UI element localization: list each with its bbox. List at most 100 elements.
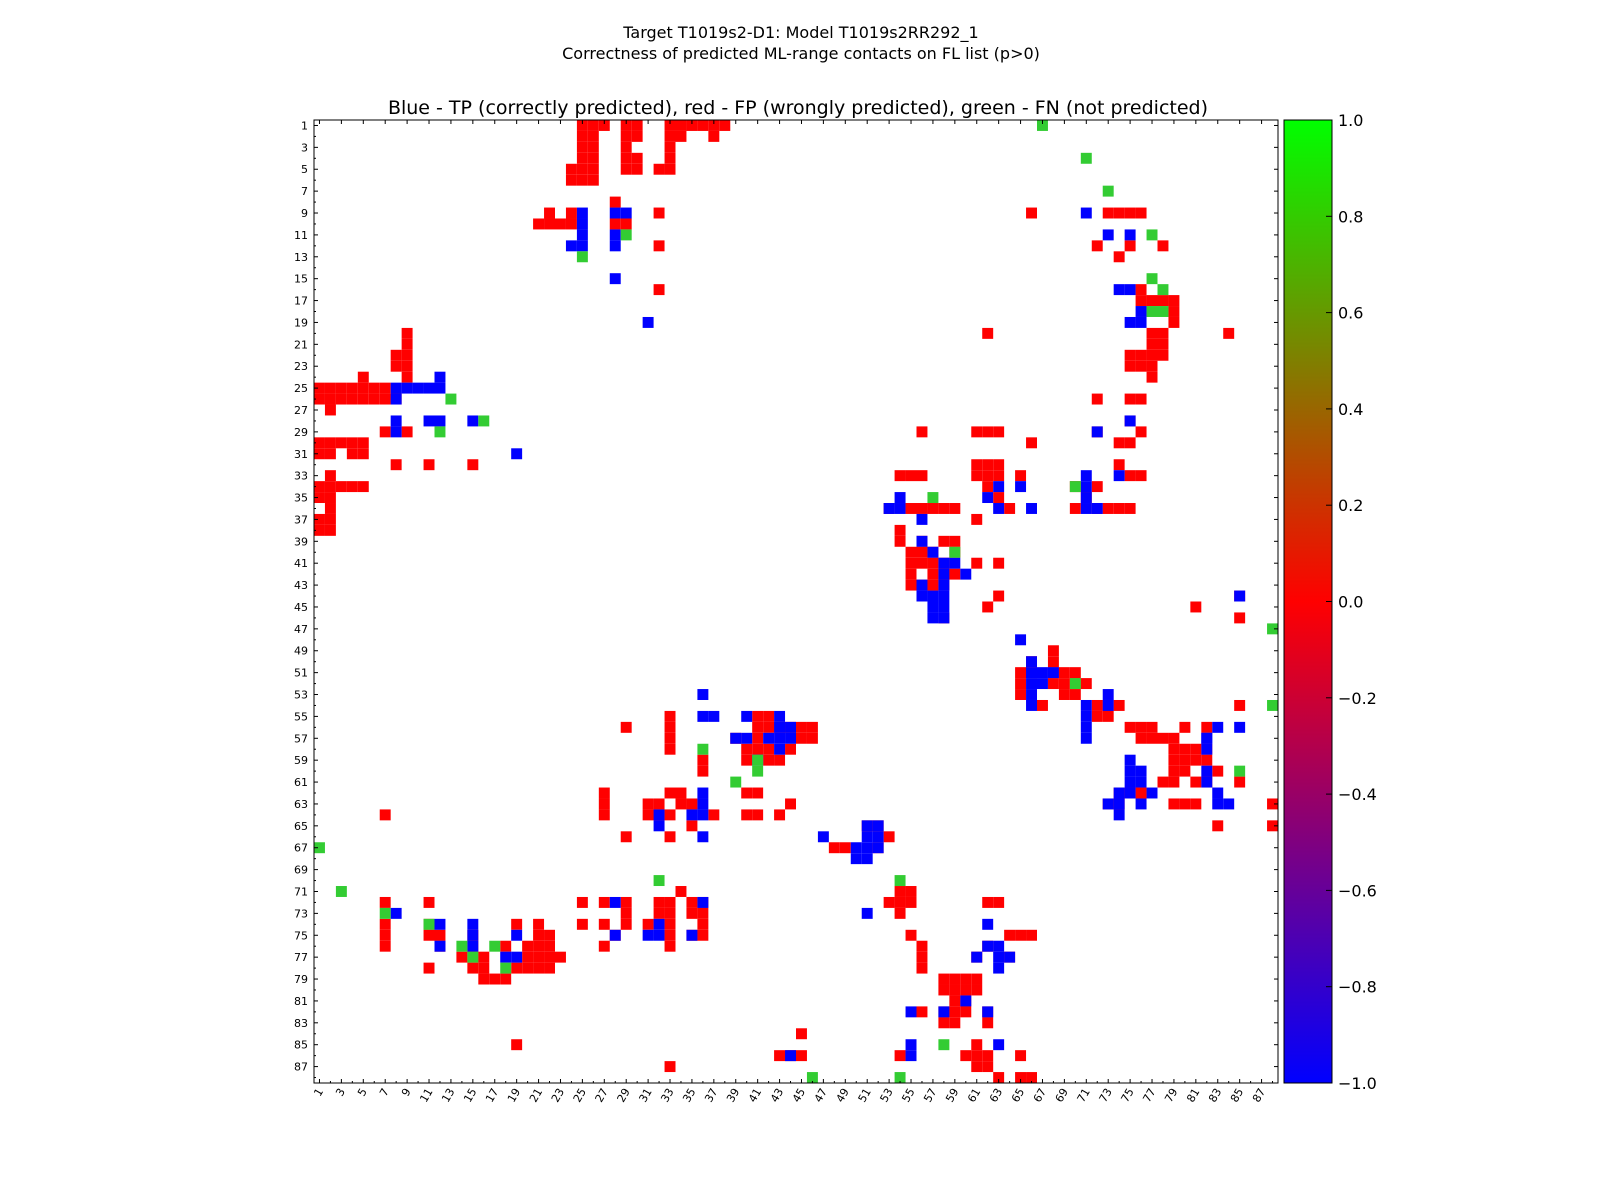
tp-cell	[511, 448, 523, 460]
fp-cell	[324, 513, 336, 525]
x-tick-label: 75	[1118, 1086, 1136, 1105]
fn-cell	[1234, 765, 1246, 777]
fp-cell	[949, 995, 961, 1007]
fp-cell	[938, 535, 950, 547]
fp-cell	[752, 809, 764, 821]
fp-cell	[982, 459, 994, 471]
fp-cell	[587, 120, 599, 131]
fp-cell	[1157, 327, 1169, 339]
y-tick-label: 17	[294, 295, 308, 308]
fp-cell	[993, 557, 1005, 569]
fp-cell	[423, 459, 435, 471]
tp-cell	[434, 918, 446, 930]
fp-cell	[544, 218, 555, 230]
x-tick-label: 19	[505, 1086, 523, 1105]
fp-cell	[905, 568, 917, 580]
fp-cell	[401, 360, 413, 372]
fp-cell	[357, 481, 369, 493]
colorbar-tick-label: −0.2	[1338, 689, 1377, 708]
y-tick-label: 75	[294, 929, 308, 942]
tp-cell	[861, 842, 873, 854]
fp-cell	[1124, 360, 1136, 372]
fp-cell	[467, 459, 479, 471]
fp-cell	[927, 568, 939, 580]
x-tick-label: 59	[943, 1086, 961, 1105]
fp-cell	[576, 130, 588, 142]
fp-cell	[1212, 820, 1224, 832]
fn-cell	[752, 765, 764, 777]
fp-cell	[697, 754, 709, 766]
tp-cell	[872, 820, 884, 832]
fp-cell	[423, 896, 435, 908]
x-tick-label: 27	[593, 1086, 611, 1105]
tp-cell	[1091, 503, 1103, 514]
fn-cell	[1037, 120, 1048, 131]
fp-cell	[379, 809, 391, 821]
tp-cell	[1201, 732, 1213, 744]
tp-cell	[1080, 710, 1092, 722]
fp-cell	[1157, 295, 1169, 307]
x-tick-label: 7	[377, 1086, 392, 1099]
fp-cell	[1179, 754, 1191, 766]
tp-cell	[1234, 590, 1246, 602]
plot-area	[314, 120, 1278, 1083]
fp-cell	[1267, 820, 1278, 832]
fp-cell	[1179, 721, 1191, 733]
fp-cell	[620, 152, 632, 164]
y-tick-label: 61	[294, 776, 308, 789]
tp-cell	[401, 382, 413, 394]
tp-cell	[938, 590, 950, 602]
fp-cell	[894, 907, 906, 919]
fn-cell	[576, 251, 588, 263]
tp-cell	[620, 207, 632, 219]
fp-cell	[620, 130, 632, 142]
fp-cell	[1069, 667, 1081, 679]
fp-cell	[565, 207, 577, 219]
tp-cell	[1080, 503, 1092, 514]
fp-cell	[774, 754, 786, 766]
fp-cell	[1212, 765, 1224, 777]
fp-cell	[1124, 349, 1136, 361]
tp-cell	[1124, 787, 1136, 799]
fp-cell	[423, 929, 435, 941]
fp-cell	[905, 546, 917, 558]
tp-cell	[1124, 284, 1136, 296]
fp-cell	[1157, 732, 1169, 744]
x-tick-label: 3	[333, 1086, 348, 1099]
fp-cell	[960, 984, 972, 996]
fp-cell	[982, 1050, 994, 1062]
fp-cell	[576, 174, 588, 186]
fp-cell	[401, 371, 413, 383]
tp-cell	[872, 842, 884, 854]
fp-cell	[664, 809, 676, 821]
fp-cell	[587, 174, 599, 186]
fp-cell	[971, 973, 983, 985]
fp-cell	[741, 743, 753, 755]
fp-cell	[697, 120, 709, 131]
fp-cell	[686, 896, 698, 908]
colorbar-tick-label: 0.2	[1338, 496, 1363, 515]
fp-cell	[1026, 1072, 1037, 1083]
y-tick-label: 11	[294, 229, 308, 242]
fp-cell	[587, 130, 599, 142]
fp-cell	[379, 382, 391, 394]
tp-cell	[872, 831, 884, 843]
fp-cell	[544, 962, 555, 974]
fn-cell	[730, 776, 742, 788]
fp-cell	[565, 218, 577, 230]
fp-cell	[598, 918, 610, 930]
fp-cell	[1091, 393, 1103, 405]
tp-cell	[1201, 776, 1213, 788]
fp-cell	[555, 951, 566, 963]
fp-cell	[598, 787, 610, 799]
fp-cell	[620, 896, 632, 908]
fp-cell	[993, 459, 1005, 471]
tp-cell	[861, 820, 873, 832]
x-tick-label: 49	[834, 1086, 852, 1105]
y-tick-label: 21	[294, 338, 308, 351]
fp-cell	[357, 382, 369, 394]
fp-cell	[982, 1017, 994, 1029]
fp-cell	[324, 503, 336, 514]
tp-cell	[1113, 470, 1125, 482]
